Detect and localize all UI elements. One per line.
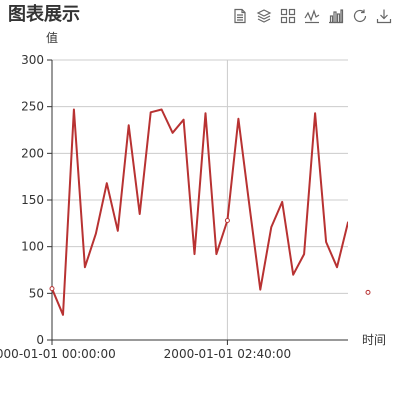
restore-icon[interactable] — [350, 6, 370, 26]
axes — [47, 59, 348, 345]
stack-icon[interactable] — [254, 6, 274, 26]
series — [49, 108, 371, 316]
y-tick-label: 250 — [21, 100, 44, 114]
y-axis-label: 值 — [46, 30, 58, 45]
y-tick-label: 100 — [21, 240, 44, 254]
x-axis-label: 时间 — [362, 333, 386, 347]
y-tick-label: 150 — [21, 193, 44, 207]
y-tick-label: 0 — [36, 333, 44, 347]
chart-title: 图表展示 — [8, 4, 80, 25]
data-point — [224, 218, 230, 224]
y-tick-label: 50 — [29, 286, 44, 300]
x-tick-label: 2000-01-01 00:00:00 — [0, 347, 116, 361]
y-tick-label: 300 — [21, 53, 44, 67]
y-tick-label: 200 — [21, 146, 44, 160]
x-tick-label: 2000-01-01 02:40:00 — [164, 347, 291, 361]
data-view-icon[interactable] — [230, 6, 250, 26]
data-point-marker — [365, 289, 371, 295]
series-line — [52, 108, 348, 316]
tiled-icon[interactable] — [278, 6, 298, 26]
bar-chart-icon[interactable] — [326, 6, 346, 26]
axis-labels: 0 50 100 150 200 250 300 2000-01-01 00:00:00 200… — [0, 30, 386, 361]
grid-lines — [52, 59, 348, 340]
toolbox — [230, 6, 394, 26]
data-point — [49, 286, 55, 292]
save-as-image-icon[interactable] — [374, 6, 394, 26]
line-chart-icon[interactable] — [302, 6, 322, 26]
